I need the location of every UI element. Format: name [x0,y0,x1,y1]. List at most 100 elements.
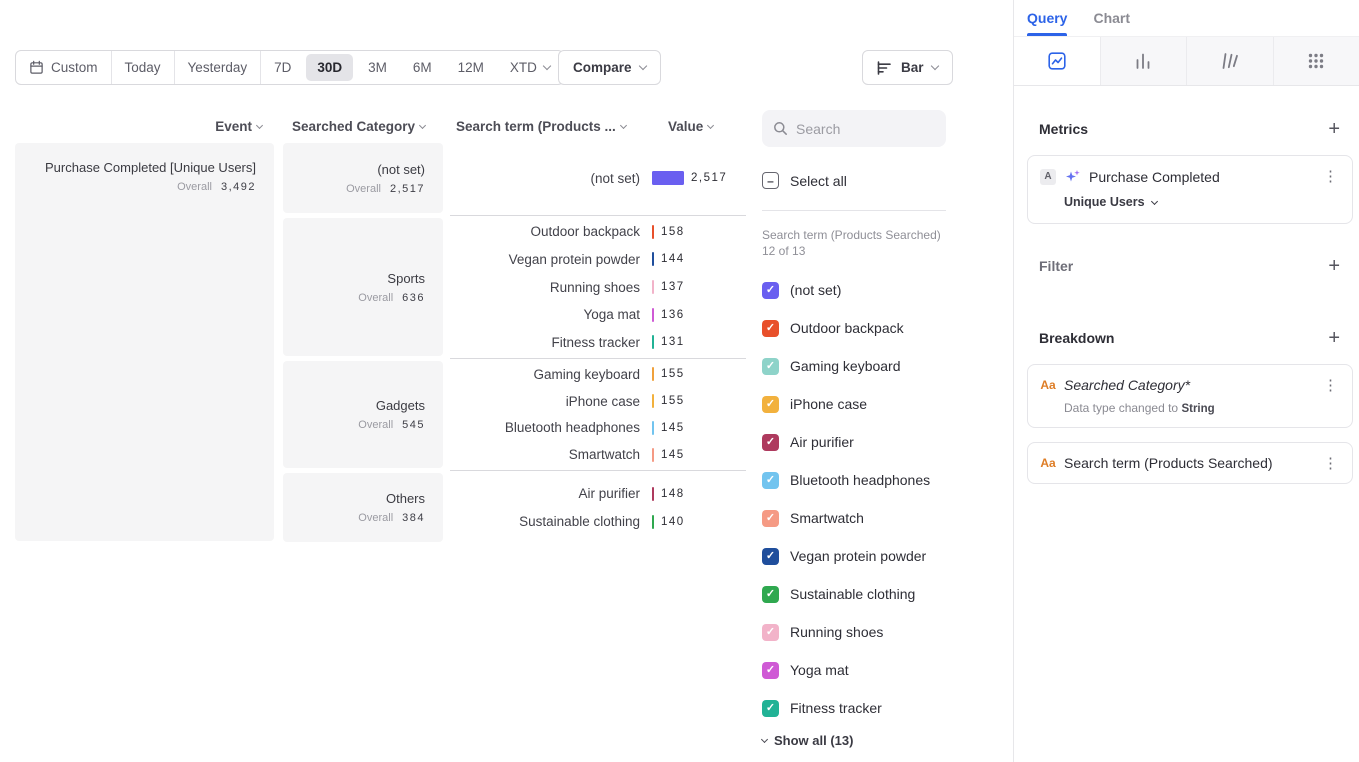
event-cell[interactable]: Purchase Completed [Unique Users] Overal… [15,143,274,541]
legend-item[interactable]: ✓Fitness tracker [762,689,946,727]
add-breakdown-button[interactable]: + [1325,328,1343,348]
select-all-checkbox[interactable]: – [762,172,779,189]
term-row[interactable]: (not set)2,517 [450,164,746,192]
legend-item[interactable]: ✓Sustainable clothing [762,575,946,613]
tab-chart[interactable]: Chart [1093,0,1130,36]
legend-checkbox[interactable]: ✓ [762,434,779,451]
category-cell[interactable]: (not set)Overall2,517 [283,143,443,213]
chevron-down-icon [419,121,426,128]
column-header-value[interactable]: Value [668,117,713,135]
term-value: 137 [661,281,685,293]
date-preset-yesterday[interactable]: Yesterday [175,51,262,84]
term-value: 145 [661,449,685,461]
overall-value: 3,492 [221,181,256,193]
category-cell[interactable]: GadgetsOverall545 [283,361,443,468]
breakdown-card-search-term[interactable]: Aa Search term (Products Searched) ⋮ [1027,442,1353,484]
term-row[interactable]: iPhone case155 [450,388,746,415]
show-all-label: Show all (13) [774,733,853,748]
check-icon: ✓ [766,589,775,600]
legend-checkbox[interactable]: ✓ [762,662,779,679]
category-cell[interactable]: SportsOverall636 [283,218,443,356]
event-sparkle-icon [1064,168,1081,185]
bars-icon [1133,51,1153,71]
column-header-label: Searched Category [292,119,415,134]
date-preset-30d[interactable]: 30D [306,54,353,81]
legend-item[interactable]: ✓Outdoor backpack [762,309,946,347]
chart-type-button[interactable]: Bar [862,50,953,85]
legend-item[interactable]: ✓Smartwatch [762,499,946,537]
category-cell[interactable]: OthersOverall384 [283,473,443,542]
kebab-menu-icon[interactable]: ⋮ [1321,169,1340,184]
insights-report-tab[interactable] [1014,37,1100,85]
legend-checkbox[interactable]: ✓ [762,548,779,565]
date-preset-xtd[interactable]: XTD [497,51,563,84]
term-label: Yoga mat [450,307,640,322]
divider [762,210,946,211]
date-preset-today[interactable]: Today [112,51,175,84]
legend-item[interactable]: ✓Bluetooth headphones [762,461,946,499]
legend-checkbox[interactable]: ✓ [762,396,779,413]
column-header-search-term[interactable]: Search term (Products ... [456,117,626,135]
kebab-menu-icon[interactable]: ⋮ [1321,456,1340,471]
term-row[interactable]: Air purifier148 [450,480,746,508]
legend-checkbox[interactable]: ✓ [762,586,779,603]
category-name: Others [386,491,425,507]
breakdown-note: Data type changed to String [1064,401,1340,415]
legend-item[interactable]: ✓iPhone case [762,385,946,423]
date-preset-3m[interactable]: 3M [355,51,400,84]
overall-label: Overall [358,512,393,524]
legend-item[interactable]: ✓(not set) [762,271,946,309]
breakdown-card-searched-category[interactable]: Aa Searched Category* ⋮ Data type change… [1027,364,1353,428]
select-all-row[interactable]: – Select all [762,172,946,189]
term-row[interactable]: Fitness tracker131 [450,328,746,356]
legend-item[interactable]: ✓Yoga mat [762,651,946,689]
legend-checkbox[interactable]: ✓ [762,624,779,641]
term-row[interactable]: Yoga mat136 [450,301,746,329]
compare-button[interactable]: Compare [558,50,661,85]
value-bar [652,171,684,185]
overall-label: Overall [358,419,393,431]
term-row[interactable]: Smartwatch145 [450,441,746,468]
legend-item[interactable]: ✓Vegan protein powder [762,537,946,575]
show-all-button[interactable]: Show all (13) [762,733,946,748]
legend-checkbox[interactable]: ✓ [762,472,779,489]
check-icon: ✓ [766,475,775,486]
funnel-report-tab[interactable] [1186,37,1273,85]
term-row[interactable]: Running shoes 137 [450,273,746,301]
date-preset-6m[interactable]: 6M [400,51,445,84]
legend-checkbox[interactable]: ✓ [762,510,779,527]
tab-query[interactable]: Query [1027,0,1067,36]
legend-checkbox[interactable]: ✓ [762,320,779,337]
kebab-menu-icon[interactable]: ⋮ [1321,378,1340,393]
search-icon [773,121,788,136]
bar-report-tab[interactable] [1100,37,1187,85]
term-row[interactable]: Bluetooth headphones145 [450,415,746,442]
legend-checkbox[interactable]: ✓ [762,700,779,717]
term-label: Running shoes [450,280,640,295]
term-row[interactable]: Outdoor backpack158 [450,218,746,246]
legend-item[interactable]: ✓Gaming keyboard [762,347,946,385]
metric-card[interactable]: A Purchase Completed ⋮ Unique Users [1027,155,1353,224]
term-row[interactable]: Gaming keyboard155 [450,361,746,388]
custom-label: Custom [51,60,98,75]
retention-report-tab[interactable] [1273,37,1359,85]
term-row[interactable]: Vegan protein powder144 [450,246,746,274]
legend-checkbox[interactable]: ✓ [762,282,779,299]
measure-selector[interactable]: Unique Users [1064,195,1340,209]
breakdown-title: Breakdown [1039,330,1114,346]
legend-item[interactable]: ✓Running shoes [762,613,946,651]
legend-item[interactable]: ✓Air purifier [762,423,946,461]
term-value: 144 [661,253,685,265]
date-preset-12m[interactable]: 12M [445,51,497,84]
add-filter-button[interactable]: + [1325,256,1343,276]
search-input[interactable] [796,121,935,137]
term-label: Sustainable clothing [450,514,640,529]
date-preset-7d[interactable]: 7D [261,51,304,84]
legend-checkbox[interactable]: ✓ [762,358,779,375]
term-row[interactable]: Sustainable clothing140 [450,508,746,536]
column-header-event[interactable]: Event [15,117,274,135]
add-metric-button[interactable]: + [1325,119,1343,139]
dots-grid-icon [1306,51,1326,71]
column-header-category[interactable]: Searched Category [292,117,425,135]
custom-date-button[interactable]: Custom [16,51,112,84]
